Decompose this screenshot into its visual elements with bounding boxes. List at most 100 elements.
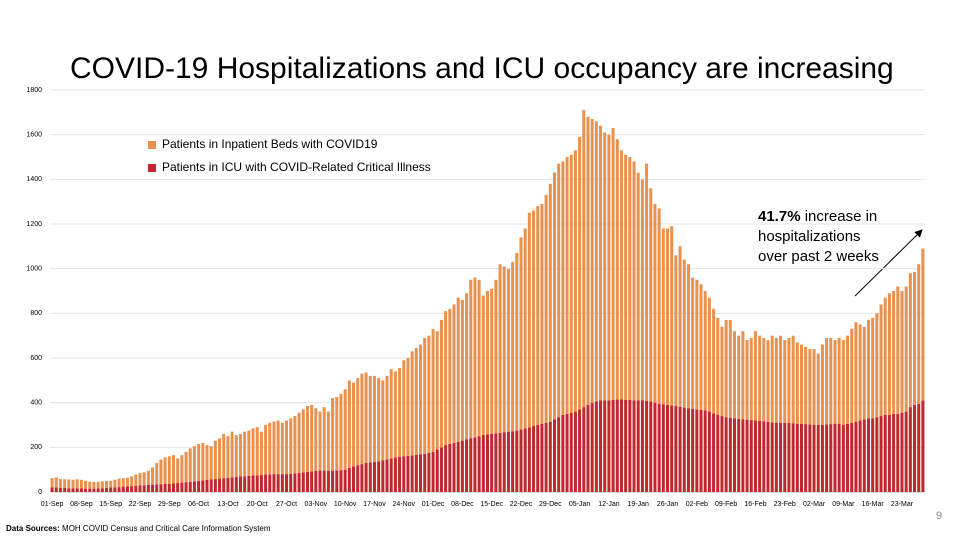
- bar-segment: [485, 291, 490, 435]
- bar-segment: [477, 436, 481, 492]
- bar-segment: [917, 403, 921, 492]
- bar-segment: [310, 404, 314, 472]
- bar-segment: [473, 277, 477, 438]
- bar-segment: [913, 404, 917, 492]
- bar-segment: [917, 264, 921, 404]
- bar-segment: [439, 320, 443, 448]
- bar-segment: [728, 417, 732, 492]
- bar-segment: [565, 413, 569, 492]
- bar-segment: [883, 297, 887, 415]
- bar-segment: [360, 373, 364, 465]
- bar-segment: [506, 431, 510, 492]
- bar-segment: [372, 375, 376, 463]
- bar-segment: [858, 420, 862, 492]
- bar-segment: [305, 471, 309, 492]
- bar-segment: [356, 378, 360, 466]
- bar-segment: [54, 477, 58, 488]
- x-tick-label: 26-Jan: [657, 501, 679, 508]
- bar-segment: [393, 371, 397, 458]
- bar-segment: [444, 445, 448, 492]
- x-tick-label: 15-Sep: [99, 501, 122, 508]
- x-tick-label: 17-Nov: [363, 501, 386, 508]
- bar-segment: [532, 210, 536, 427]
- bar-segment: [67, 488, 71, 492]
- bar-segment: [540, 203, 544, 424]
- bar-segment: [50, 487, 54, 492]
- bar-segment: [548, 183, 552, 422]
- x-tick-label: 24-Nov: [392, 501, 415, 508]
- bar-segment: [611, 127, 615, 400]
- bar-segment: [661, 228, 665, 405]
- bar-segment: [745, 419, 749, 492]
- bar-segment: [58, 479, 62, 488]
- x-tick-label: 02-Feb: [686, 501, 708, 508]
- bar-segment: [264, 425, 268, 475]
- bar-segment: [536, 206, 540, 425]
- bar-segment: [699, 284, 703, 410]
- bar-segment: [686, 408, 690, 492]
- bar-segment: [590, 119, 594, 403]
- bar-segment: [259, 431, 263, 476]
- bar-segment: [331, 470, 335, 492]
- bar-segment: [573, 150, 577, 412]
- bar-segment: [615, 139, 619, 400]
- source: Data Sources: MOH COVID Census and Criti…: [6, 524, 271, 533]
- bar-segment: [218, 478, 222, 492]
- bar-segment: [276, 420, 280, 475]
- bar-segment: [762, 421, 766, 492]
- bar-segment: [611, 399, 615, 492]
- bar-segment: [649, 401, 653, 492]
- bar-segment: [691, 408, 695, 492]
- bar-segment: [636, 400, 640, 492]
- bar-segment: [640, 179, 644, 401]
- bar-segment: [753, 331, 757, 421]
- bar-segment: [389, 369, 393, 459]
- bar-segment: [121, 486, 125, 492]
- bar-segment: [176, 458, 180, 484]
- bar-segment: [322, 407, 326, 471]
- bar-segment: [799, 344, 804, 424]
- bar-segment: [473, 437, 477, 492]
- bar-segment: [50, 478, 54, 488]
- x-tick-label: 23-Feb: [774, 501, 796, 508]
- bar-segment: [866, 320, 870, 419]
- bar-segment: [506, 268, 510, 432]
- y-tick-label: 200: [30, 444, 42, 451]
- legend-label: Patients in ICU with COVID-Related Criti…: [162, 160, 431, 174]
- bar-segment: [272, 474, 276, 492]
- bar-segment: [251, 428, 255, 476]
- bar-segment: [879, 416, 883, 492]
- bar-segment: [293, 416, 297, 474]
- bar-segment: [427, 335, 431, 453]
- bar-segment: [774, 337, 778, 423]
- bar-segment: [209, 479, 213, 492]
- bar-segment: [657, 403, 661, 492]
- bar-segment: [213, 440, 217, 480]
- x-tick-label: 29-Dec: [539, 501, 562, 508]
- bar-segment: [599, 400, 603, 492]
- bar-segment: [540, 423, 544, 492]
- bar-segment: [586, 116, 590, 405]
- bar-segment: [171, 483, 176, 492]
- legend-swatch: [148, 164, 156, 172]
- bar-segment: [791, 335, 795, 424]
- bar-segment: [155, 462, 159, 485]
- bar-segment: [691, 277, 695, 409]
- bar-segment: [653, 203, 657, 403]
- bar-segment: [485, 434, 490, 492]
- bar-segment: [456, 297, 460, 442]
- bar-segment: [607, 134, 611, 401]
- bar-segment: [410, 351, 414, 456]
- bar-segment: [582, 110, 586, 408]
- bar-segment: [188, 481, 192, 492]
- x-tick-label: 22-Dec: [510, 501, 533, 508]
- bar-segment: [326, 411, 330, 472]
- bar-segment: [402, 360, 406, 457]
- bar-segment: [113, 487, 117, 492]
- bar-segment: [435, 331, 439, 450]
- bar-segment: [138, 473, 142, 486]
- bar-segment: [385, 375, 389, 460]
- bar-segment: [733, 418, 737, 492]
- bar-segment: [737, 418, 741, 492]
